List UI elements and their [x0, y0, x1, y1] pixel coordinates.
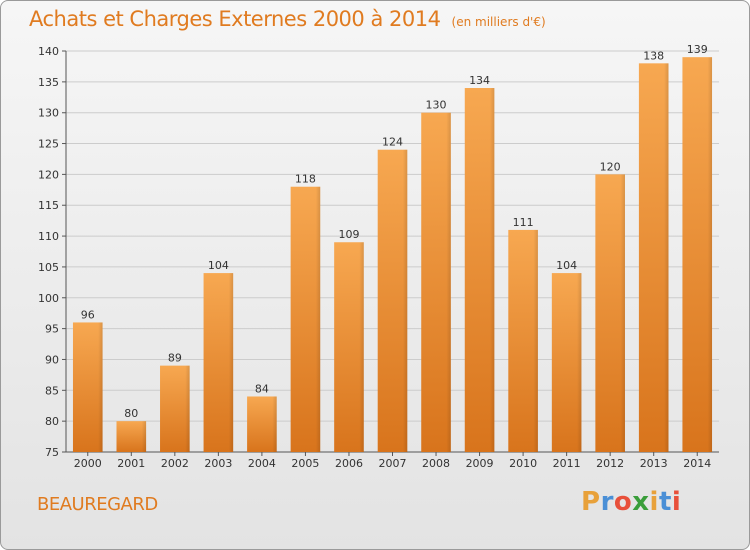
y-tick-label: 115: [38, 199, 59, 212]
bar-shade-2010: [508, 229, 538, 452]
data-label-2012: 120: [600, 160, 621, 173]
x-tick-label: 2011: [553, 457, 581, 470]
chart-title-row: Achats et Charges Externes 2000 à 2014 (…: [29, 7, 546, 31]
y-tick-label: 105: [38, 261, 59, 274]
bar-shade-2005: [290, 186, 321, 452]
y-tick-label: 125: [38, 138, 59, 151]
chart-title: Achats et Charges Externes 2000 à 2014: [29, 7, 441, 31]
x-tick-label: 2002: [161, 457, 189, 470]
logo-letter: i: [671, 487, 682, 517]
bar-shade-2011: [551, 273, 582, 452]
data-label-2011: 104: [556, 259, 577, 272]
data-label-2001: 80: [124, 407, 138, 420]
x-tick-label: 2014: [683, 457, 711, 470]
x-tick-label: 2004: [248, 457, 276, 470]
bar-shade-2006: [334, 242, 364, 452]
bars: [72, 57, 713, 453]
logo-letter: i: [649, 487, 659, 517]
bar-shade-2014: [682, 57, 713, 453]
y-tick-label: 120: [38, 168, 59, 181]
y-tick-label: 130: [38, 107, 59, 120]
bar-shade-2007: [377, 149, 408, 452]
data-label-2000: 96: [81, 308, 95, 321]
x-tick-label: 2001: [117, 457, 145, 470]
data-label-2006: 109: [338, 228, 359, 241]
x-tick-label: 2009: [466, 457, 494, 470]
y-tick-label: 100: [38, 292, 59, 305]
data-label-2009: 134: [469, 74, 490, 87]
data-label-2010: 111: [513, 216, 534, 229]
x-tick-label: 2003: [204, 457, 232, 470]
x-tick-label: 2000: [74, 457, 102, 470]
bar-shade-2009: [464, 88, 495, 452]
data-label-2013: 138: [643, 49, 664, 62]
logo-letter: t: [658, 487, 672, 517]
data-label-2008: 130: [426, 99, 447, 112]
y-tick-label: 85: [45, 384, 59, 397]
y-tick-label: 90: [45, 353, 59, 366]
x-tick-label: 2013: [640, 457, 668, 470]
bar-shade-2012: [595, 174, 625, 452]
logo-letter: r: [600, 487, 614, 517]
proxiti-logo[interactable]: Proxiti: [581, 487, 681, 517]
bar-shade-2001: [116, 421, 147, 452]
y-tick-label: 140: [38, 45, 59, 58]
x-tick-label: 2006: [335, 457, 363, 470]
labels: 75 80 85 90 95 100 105 110 115 120 125 130 135 140 200…: [38, 43, 711, 470]
chart-subtitle: (en milliers d'€): [451, 15, 546, 29]
y-tick-label: 135: [38, 76, 59, 89]
bar-shade-2004: [247, 396, 277, 452]
x-tick-label: 2012: [596, 457, 624, 470]
data-label-2002: 89: [168, 352, 182, 365]
bar-shade-2000: [72, 322, 103, 452]
logo-letter: o: [613, 487, 633, 517]
data-label-2005: 118: [295, 173, 316, 186]
logo-letter: x: [632, 487, 650, 517]
x-tick-label: 2010: [509, 457, 537, 470]
bar-shade-2013: [638, 63, 669, 452]
y-tick-label: 75: [45, 446, 59, 459]
data-label-2007: 124: [382, 136, 403, 149]
x-tick-label: 2005: [291, 457, 319, 470]
data-label-2014: 139: [687, 43, 708, 56]
y-tick-label: 110: [38, 230, 59, 243]
y-tick-label: 95: [45, 323, 59, 336]
data-label-2004: 84: [255, 382, 269, 395]
y-tick-label: 80: [45, 415, 59, 428]
data-label-2003: 104: [208, 259, 229, 272]
bar-shade-2002: [160, 365, 190, 452]
x-tick-label: 2008: [422, 457, 450, 470]
bar-shade-2008: [421, 112, 451, 452]
x-tick-label: 2007: [379, 457, 407, 470]
location-name: BEAUREGARD: [37, 494, 158, 515]
bar-shade-2003: [203, 273, 234, 452]
logo-letter: P: [581, 487, 601, 517]
